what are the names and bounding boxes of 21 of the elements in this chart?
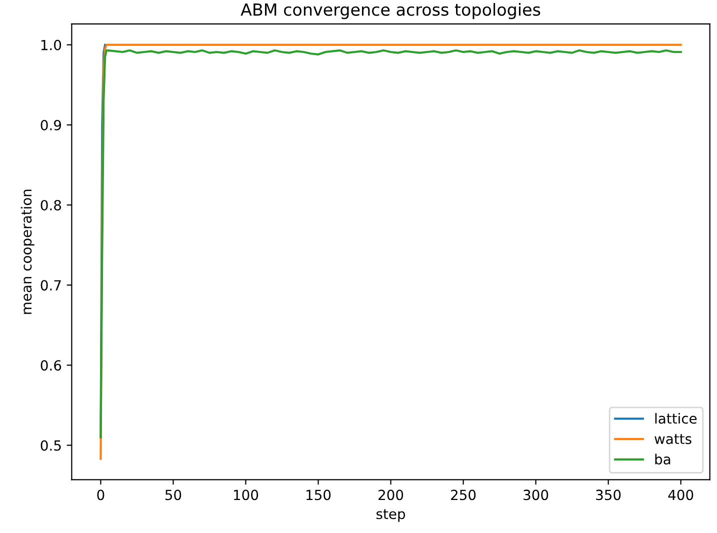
legend-label: ba — [655, 454, 670, 465]
y-tick-label: 0.8 — [40, 200, 62, 210]
x-tick-label: 300 — [524, 490, 548, 500]
legend-label: watts — [654, 434, 692, 444]
y-tick-label: 0.6 — [40, 360, 62, 371]
y-tick-label: 0.9 — [40, 120, 61, 130]
legend-label: lattice — [655, 412, 697, 424]
x-tick-label: 200 — [378, 490, 404, 500]
x-tick-label: 250 — [451, 490, 476, 500]
x-tick-label: 350 — [596, 490, 621, 500]
chart-title: ABM convergence across topologies — [240, 2, 540, 20]
x-tick-label: 400 — [668, 490, 694, 500]
y-tick-label: 0.5 — [40, 440, 61, 451]
y-tick-label: 0.7 — [40, 280, 61, 291]
x-tick-label: 150 — [306, 490, 331, 500]
x-tick-label: 0 — [97, 490, 104, 500]
x-tick-label: 100 — [234, 490, 258, 500]
y-axis-title: mean cooperation — [20, 190, 34, 314]
x-tick-label: 50 — [165, 490, 182, 500]
x-axis-title: step — [376, 509, 406, 522]
y-tick-label: 1.0 — [41, 40, 62, 50]
